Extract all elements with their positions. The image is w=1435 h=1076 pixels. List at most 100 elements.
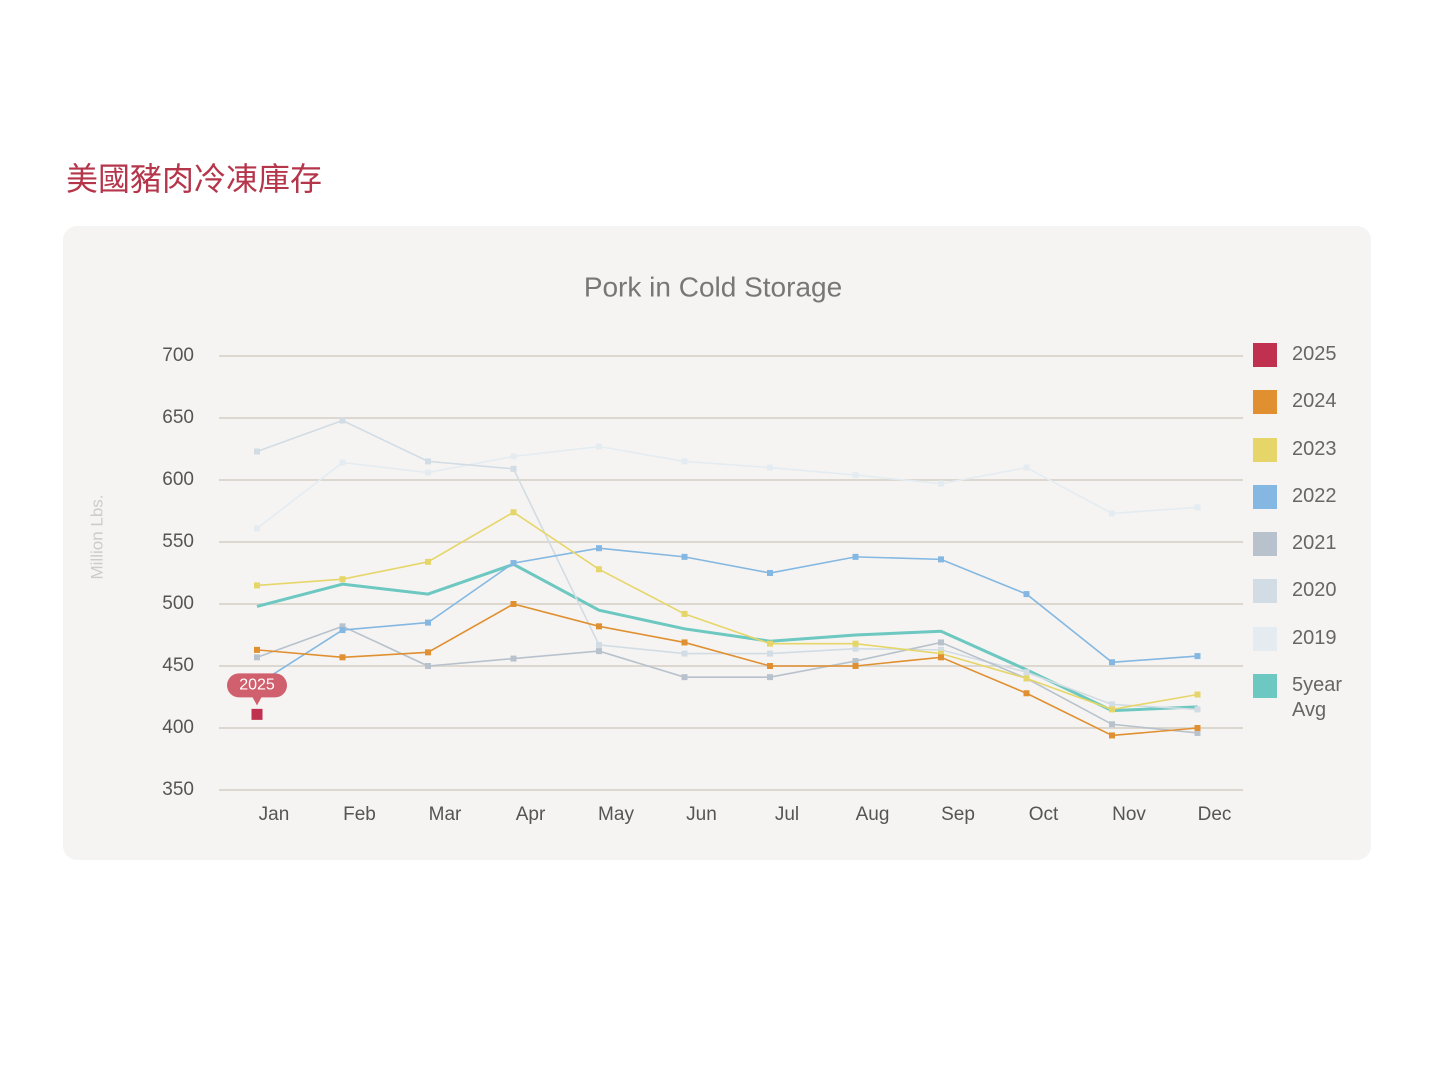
x-tick-label: Aug — [856, 804, 890, 825]
data-point — [251, 708, 263, 720]
data-point — [852, 640, 859, 647]
legend-item: 5year Avg — [1253, 674, 1352, 721]
legend-swatch — [1253, 579, 1277, 604]
data-point — [767, 640, 773, 647]
y-tick-label: 650 — [162, 407, 194, 428]
data-point — [1194, 504, 1201, 511]
legend-label: 2023 — [1292, 437, 1337, 460]
data-point — [1109, 659, 1115, 666]
legend-swatch — [1253, 390, 1277, 415]
data-point — [1194, 706, 1201, 713]
legend-item: 2024 — [1253, 390, 1352, 437]
series: 2025 — [227, 673, 287, 720]
data-point — [254, 654, 260, 661]
data-point — [254, 646, 260, 653]
legend-item: 2023 — [1253, 437, 1352, 485]
legend-swatch — [1253, 626, 1277, 651]
data-point — [510, 560, 517, 567]
data-point — [596, 443, 602, 450]
data-point — [425, 649, 431, 656]
data-point — [1194, 725, 1201, 731]
series-line — [256, 603, 1198, 737]
legend-swatch — [1253, 674, 1277, 699]
x-tick-label: Sep — [941, 804, 975, 825]
data-point — [852, 472, 859, 479]
y-tick-label: 350 — [162, 779, 194, 800]
data-point — [767, 674, 773, 681]
data-point — [425, 469, 431, 476]
data-point — [1023, 464, 1030, 471]
legend-label: 2020 — [1292, 579, 1337, 602]
legend-label: 2022 — [1292, 484, 1337, 507]
x-tick-label: May — [598, 804, 634, 825]
data-point — [425, 458, 431, 465]
data-point — [425, 663, 431, 669]
data-point — [1194, 729, 1201, 736]
data-point — [339, 417, 346, 424]
series-line — [256, 562, 1198, 713]
legend-item: 2025 — [1253, 343, 1352, 390]
legend-item: 2021 — [1253, 532, 1352, 579]
series — [254, 623, 1201, 736]
data-point — [510, 453, 517, 460]
series — [254, 601, 1201, 739]
data-point — [681, 553, 688, 560]
x-tick-label: Mar — [429, 804, 462, 825]
data-point — [767, 663, 773, 669]
data-point — [938, 639, 944, 646]
data-point — [938, 654, 944, 661]
y-axis-label: Million Lbs. — [87, 494, 106, 579]
data-point — [681, 639, 688, 646]
data-point — [767, 464, 773, 471]
legend-label: 2019 — [1292, 626, 1337, 649]
data-point — [254, 582, 260, 589]
y-tick-label: 600 — [162, 469, 194, 490]
x-tick-label: Jan — [259, 804, 290, 825]
data-point — [425, 558, 431, 565]
legend-swatch — [1253, 437, 1277, 462]
data-point — [938, 650, 944, 657]
data-point — [938, 480, 944, 487]
data-point — [1109, 701, 1115, 708]
data-point — [339, 623, 346, 630]
y-tick-label: 500 — [162, 593, 194, 614]
data-point — [681, 610, 688, 617]
x-tick-label: Apr — [516, 804, 546, 825]
series — [254, 509, 1201, 713]
data-point — [1109, 721, 1115, 728]
data-point — [1109, 706, 1115, 713]
x-tick-label: Nov — [1112, 804, 1146, 825]
x-tick-label: Dec — [1198, 804, 1232, 825]
data-point — [938, 646, 944, 653]
data-point — [254, 525, 260, 532]
data-point — [1023, 669, 1030, 676]
y-tick-label: 450 — [162, 655, 194, 676]
data-point — [510, 509, 517, 516]
x-tick-label: Oct — [1029, 804, 1059, 825]
legend-item: 2020 — [1253, 579, 1352, 626]
y-tick-label: 550 — [162, 531, 194, 552]
legend-label: 2024 — [1292, 390, 1337, 413]
series-line — [256, 625, 1198, 734]
legend-item: 2019 — [1253, 626, 1352, 674]
data-point — [1109, 510, 1115, 517]
data-point — [1023, 591, 1030, 598]
data-point — [1109, 732, 1115, 739]
data-point — [510, 465, 517, 472]
data-point — [596, 648, 602, 655]
legend-label: 2021 — [1292, 532, 1337, 555]
page-title: 美國豬肉冷凍庫存 — [66, 161, 323, 197]
series-line — [256, 511, 1198, 711]
x-tick-label: Jul — [775, 804, 799, 825]
legend-swatch — [1253, 532, 1277, 557]
series — [254, 545, 1201, 688]
legend-label: 5year Avg — [1292, 674, 1343, 722]
data-point — [339, 654, 346, 661]
chart-title: Pork in Cold Storage — [584, 271, 842, 302]
data-point — [339, 576, 346, 583]
data-point — [1194, 691, 1201, 698]
data-point — [852, 663, 859, 669]
x-tick-label: Feb — [343, 804, 376, 825]
data-point — [681, 674, 688, 681]
